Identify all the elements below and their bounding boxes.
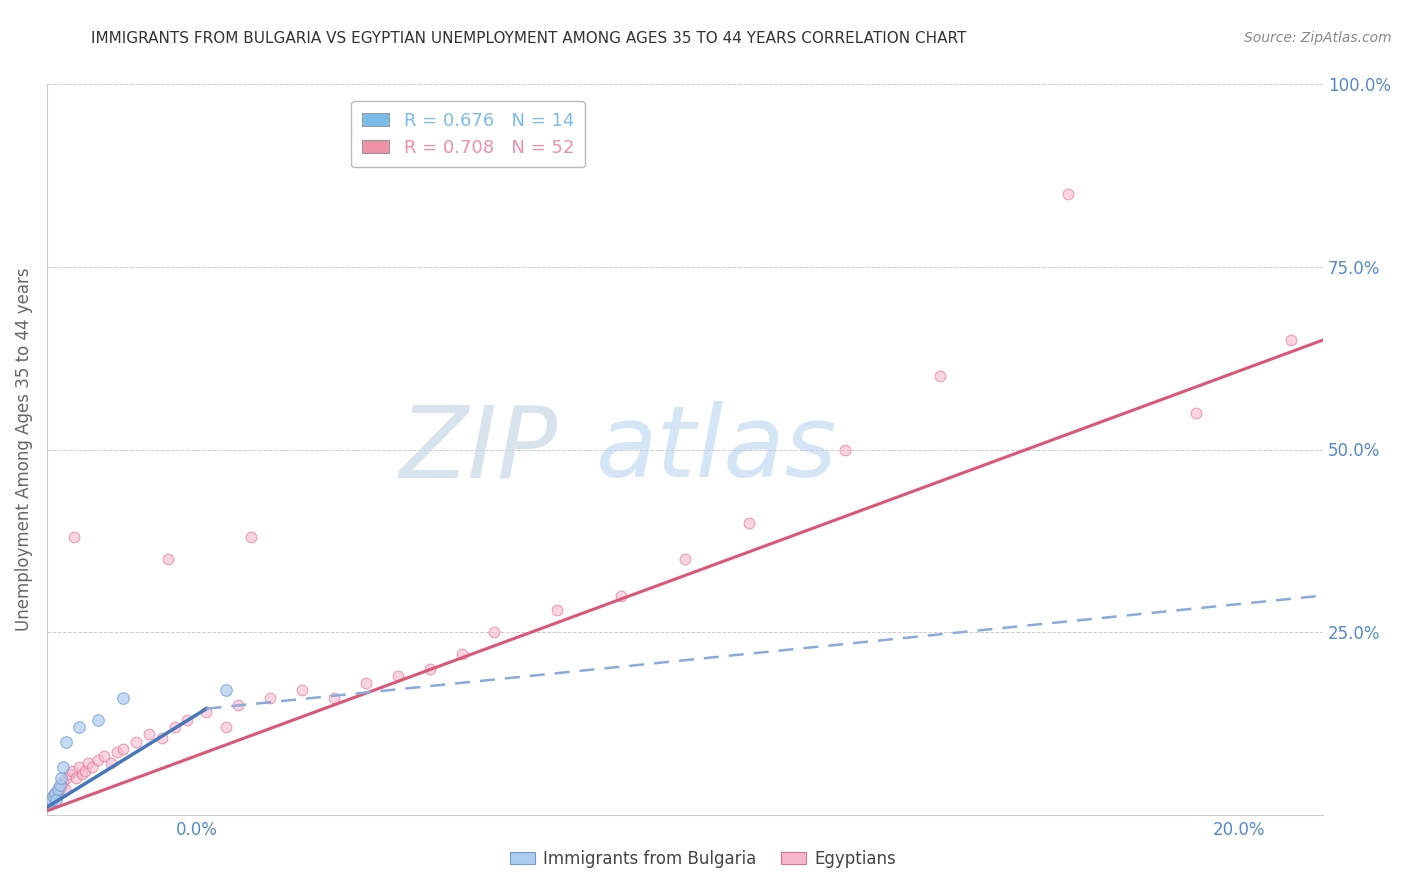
Point	[41, 793, 63, 807]
Point	[48, 782, 70, 797]
Point	[387, 669, 409, 683]
Point	[39, 797, 62, 811]
Point	[150, 731, 173, 745]
Point	[214, 683, 236, 698]
Point	[214, 720, 236, 734]
Point	[87, 753, 110, 767]
Point	[67, 760, 90, 774]
Point	[323, 690, 346, 705]
Text: ZIP: ZIP	[399, 401, 557, 498]
Point	[48, 786, 70, 800]
Point	[52, 760, 75, 774]
Point	[419, 661, 441, 675]
Point	[259, 690, 281, 705]
Point	[157, 552, 180, 566]
Point	[58, 767, 80, 781]
Point	[1184, 406, 1206, 420]
Point	[52, 774, 75, 789]
Point	[929, 369, 952, 384]
Point	[55, 771, 77, 785]
Point	[70, 767, 93, 781]
Point	[240, 530, 263, 544]
Point	[80, 760, 103, 774]
Point	[62, 764, 84, 778]
Point	[42, 789, 65, 804]
Point	[105, 746, 128, 760]
Point	[450, 647, 472, 661]
Point	[45, 793, 67, 807]
Text: IMMIGRANTS FROM BULGARIA VS EGYPTIAN UNEMPLOYMENT AMONG AGES 35 TO 44 YEARS CORR: IMMIGRANTS FROM BULGARIA VS EGYPTIAN UNE…	[91, 31, 967, 46]
Point	[125, 734, 148, 748]
Point	[48, 778, 70, 792]
Point	[55, 734, 77, 748]
Point	[738, 516, 761, 530]
Point	[49, 778, 72, 792]
Point	[673, 552, 696, 566]
Point	[42, 789, 65, 804]
Point	[482, 625, 505, 640]
Point	[176, 713, 198, 727]
Text: atlas: atlas	[596, 401, 838, 498]
Point	[65, 771, 87, 785]
Point	[75, 764, 97, 778]
Point	[100, 756, 122, 771]
Point	[112, 742, 135, 756]
Point	[834, 442, 856, 457]
Point	[67, 720, 90, 734]
Point	[1279, 333, 1302, 347]
Point	[45, 789, 67, 804]
Legend: Immigrants from Bulgaria, Egyptians: Immigrants from Bulgaria, Egyptians	[503, 844, 903, 875]
Point	[228, 698, 250, 712]
Point	[39, 797, 62, 811]
Point	[112, 690, 135, 705]
Point	[44, 786, 66, 800]
Point	[62, 530, 84, 544]
Point	[49, 771, 72, 785]
Point	[354, 676, 377, 690]
Point	[87, 713, 110, 727]
Point	[44, 786, 66, 800]
Point	[610, 589, 633, 603]
Point	[1057, 186, 1080, 201]
Text: 0.0%: 0.0%	[176, 821, 218, 838]
Y-axis label: Unemployment Among Ages 35 to 44 years: Unemployment Among Ages 35 to 44 years	[15, 268, 32, 632]
Point	[48, 782, 70, 797]
Point	[163, 720, 186, 734]
Legend: R = 0.676   N = 14, R = 0.708   N = 52: R = 0.676 N = 14, R = 0.708 N = 52	[352, 101, 585, 168]
Text: 20.0%: 20.0%	[1213, 821, 1265, 838]
Point	[546, 603, 568, 617]
Point	[93, 749, 115, 764]
Point	[53, 782, 76, 797]
Point	[195, 706, 218, 720]
Point	[77, 756, 100, 771]
Text: Source: ZipAtlas.com: Source: ZipAtlas.com	[1244, 31, 1392, 45]
Point	[291, 683, 314, 698]
Point	[138, 727, 160, 741]
Point	[41, 793, 63, 807]
